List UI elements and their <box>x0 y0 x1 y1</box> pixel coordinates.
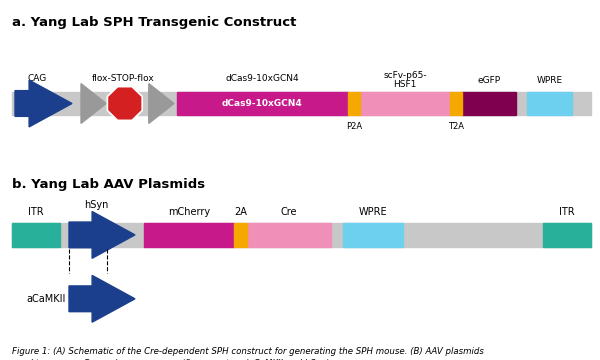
Text: ITR: ITR <box>559 207 575 217</box>
Polygon shape <box>69 211 135 258</box>
Bar <box>177 92 348 115</box>
Text: flox-STOP-flox: flox-STOP-flox <box>92 74 154 83</box>
Bar <box>462 92 516 115</box>
Text: aCaMKII: aCaMKII <box>26 294 66 304</box>
Text: Cre: Cre <box>281 207 298 217</box>
Polygon shape <box>81 84 106 123</box>
Bar <box>543 223 591 247</box>
Text: Figure 1: (A) Schematic of the Cre-dependent SPH construct for generating the SP: Figure 1: (A) Schematic of the Cre-depen… <box>12 347 484 360</box>
Bar <box>450 92 462 115</box>
Text: scFv-p65-: scFv-p65- <box>383 71 427 80</box>
Bar <box>234 223 247 247</box>
Text: dCas9-10xGCN4: dCas9-10xGCN4 <box>226 74 299 83</box>
Text: dCas9-10xGCN4: dCas9-10xGCN4 <box>222 99 303 108</box>
Bar <box>527 92 572 115</box>
Text: WPRE: WPRE <box>359 207 388 217</box>
Text: eGFP: eGFP <box>478 76 500 85</box>
Text: ITR: ITR <box>28 207 44 217</box>
Text: CAG: CAG <box>27 74 46 83</box>
Polygon shape <box>15 80 72 127</box>
Text: HSF1: HSF1 <box>394 80 416 89</box>
Bar <box>348 92 360 115</box>
Text: P2A: P2A <box>346 122 362 131</box>
Text: mCherry: mCherry <box>168 207 210 217</box>
Bar <box>12 92 591 115</box>
Bar <box>360 92 450 115</box>
Polygon shape <box>69 275 135 322</box>
Text: a. Yang Lab SPH Transgenic Construct: a. Yang Lab SPH Transgenic Construct <box>12 16 296 29</box>
Bar <box>12 223 591 247</box>
Polygon shape <box>107 87 142 120</box>
Text: hSyn: hSyn <box>85 199 109 210</box>
Polygon shape <box>149 84 174 123</box>
Bar <box>247 223 331 247</box>
Bar <box>343 223 403 247</box>
Text: 2A: 2A <box>234 207 247 217</box>
Bar <box>12 223 60 247</box>
Bar <box>144 223 234 247</box>
Text: b. Yang Lab AAV Plasmids: b. Yang Lab AAV Plasmids <box>12 178 205 191</box>
Text: WPRE: WPRE <box>536 76 562 85</box>
Text: T2A: T2A <box>448 122 464 131</box>
